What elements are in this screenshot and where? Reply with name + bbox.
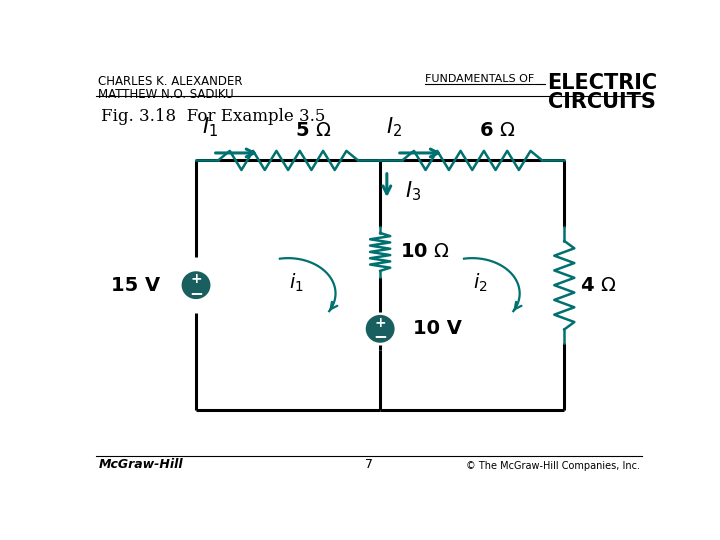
Text: −: −: [373, 327, 387, 345]
Text: $\mathit{I}_1$: $\mathit{I}_1$: [202, 115, 218, 139]
Text: −: −: [189, 284, 203, 302]
Text: FUNDAMENTALS OF: FUNDAMENTALS OF: [425, 74, 534, 84]
Ellipse shape: [183, 272, 210, 298]
Text: +: +: [190, 272, 202, 286]
Text: $\mathit{i}_2$: $\mathit{i}_2$: [473, 272, 488, 294]
Text: Fig. 3.18  For Example 3.5: Fig. 3.18 For Example 3.5: [101, 109, 325, 125]
Ellipse shape: [366, 316, 394, 342]
Text: © The McGraw-Hill Companies, Inc.: © The McGraw-Hill Companies, Inc.: [466, 462, 639, 471]
Text: CHARLES K. ALEXANDER: CHARLES K. ALEXANDER: [99, 75, 243, 88]
Text: +: +: [374, 315, 386, 329]
Text: $\mathit{I}_3$: $\mathit{I}_3$: [405, 180, 421, 204]
Text: 4 $\Omega$: 4 $\Omega$: [580, 276, 616, 295]
Text: 5 $\Omega$: 5 $\Omega$: [295, 120, 331, 140]
Text: $\mathit{I}_2$: $\mathit{I}_2$: [386, 115, 402, 139]
Text: 6 $\Omega$: 6 $\Omega$: [479, 120, 516, 140]
Text: 10 $\Omega$: 10 $\Omega$: [400, 242, 450, 261]
Text: McGraw-Hill: McGraw-Hill: [99, 458, 183, 471]
Text: ELECTRIC: ELECTRIC: [547, 73, 657, 93]
Text: 7: 7: [365, 458, 373, 471]
Text: 15 V: 15 V: [111, 276, 160, 295]
Text: MATTHEW N.O. SADIKU: MATTHEW N.O. SADIKU: [99, 87, 234, 100]
Text: 10 V: 10 V: [413, 319, 462, 339]
Text: $\mathit{i}_1$: $\mathit{i}_1$: [289, 272, 304, 294]
Text: CIRCUITS: CIRCUITS: [547, 92, 655, 112]
